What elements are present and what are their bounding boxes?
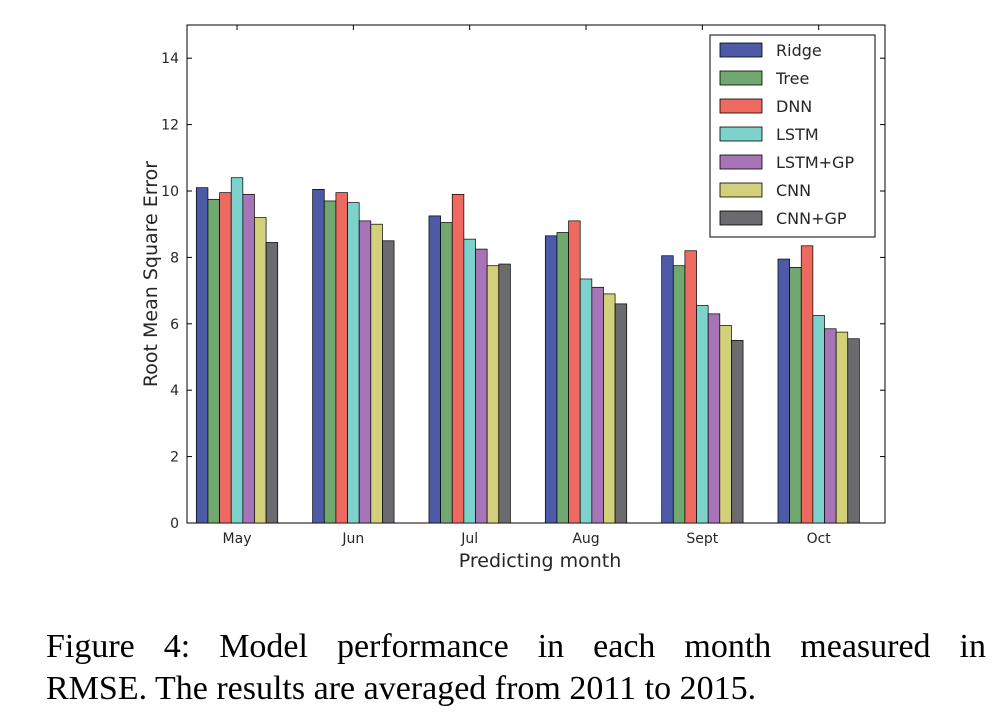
x-tick-label: Aug <box>572 531 599 547</box>
bar-ridge-jul <box>428 215 441 524</box>
rmse-bar-chart: 0 2 4 6 8 10 12 14 May Jun Jul Aug Sept Oct Predicti… <box>140 24 886 572</box>
bar-lstm-may <box>230 177 244 524</box>
bar-lstm-plus-gp-aug <box>591 286 604 524</box>
legend-label: LSTM+GP <box>776 153 854 172</box>
bar-cnn-plus-gp-sept <box>731 340 744 524</box>
bar-group <box>195 177 860 524</box>
bar-tree-sept <box>672 265 686 524</box>
y-axis-ticks: 0 2 4 6 8 10 12 14 <box>161 51 885 532</box>
bar-lstm-plus-gp-sept <box>707 313 721 524</box>
legend-frame <box>709 34 876 238</box>
y-tick-label: 8 <box>170 250 179 266</box>
legend-label: Ridge <box>776 41 822 60</box>
legend-label: CNN <box>776 181 811 200</box>
y-tick-label: 14 <box>161 51 179 67</box>
bar-ridge-jun <box>312 188 325 524</box>
y-tick-label: 2 <box>170 450 179 466</box>
bar-lstm-sept <box>696 305 709 524</box>
bar-cnn-plus-gp-aug <box>614 303 628 524</box>
y-tick-label: 10 <box>161 184 179 200</box>
legend-swatch <box>719 154 763 170</box>
bar-cnn-may <box>254 217 267 524</box>
y-tick-label: 0 <box>170 516 179 532</box>
bar-lstm-jun <box>347 202 360 524</box>
plot-frame <box>186 24 886 524</box>
legend: Ridge Tree DNN LSTM LSTM+GP CNN CNN+GP <box>709 34 876 238</box>
bar-lstm-oct <box>812 315 825 524</box>
legend-swatch <box>719 210 763 226</box>
bar-lstm-jul <box>463 238 476 524</box>
bar-lstm-plus-gp-jul <box>475 248 488 524</box>
figure-caption: Figure 4: Model performance in each mont… <box>46 626 986 710</box>
bar-tree-jun <box>323 200 337 524</box>
x-tick-label: May <box>223 531 252 547</box>
bar-cnn-sept <box>719 325 732 524</box>
bar-dnn-jul <box>451 193 465 524</box>
bar-cnn-jul <box>486 265 500 524</box>
bar-tree-may <box>207 198 220 524</box>
legend-label: LSTM <box>776 125 819 144</box>
bar-tree-jul <box>440 222 453 524</box>
bar-lstm-plus-gp-may <box>242 193 255 524</box>
bar-dnn-oct <box>800 245 814 524</box>
legend-label: DNN <box>776 97 812 116</box>
bar-ridge-sept <box>661 255 674 524</box>
bar-ridge-may <box>195 187 209 524</box>
x-axis-title: Predicting month <box>459 550 622 572</box>
legend-swatch <box>719 42 763 58</box>
y-tick-label: 4 <box>170 383 179 399</box>
bar-dnn-aug <box>568 220 581 524</box>
y-tick-label: 12 <box>161 118 179 134</box>
bar-dnn-may <box>219 192 232 524</box>
bar-lstm-plus-gp-oct <box>824 328 837 524</box>
bar-cnn-plus-gp-jun <box>382 240 395 524</box>
x-tick-label: Jun <box>341 531 364 547</box>
caption-line-1: Figure 4: Model performance in each mont… <box>46 628 986 665</box>
bar-cnn-plus-gp-may <box>265 242 279 524</box>
caption-line-2: RMSE. The results are averaged from 2011… <box>46 670 757 707</box>
bar-tree-aug <box>556 232 569 524</box>
bar-dnn-sept <box>684 250 697 524</box>
bar-tree-oct <box>789 267 802 524</box>
x-tick-label: Oct <box>807 531 832 547</box>
x-tick-label: Jul <box>460 531 478 547</box>
bar-dnn-jun <box>335 192 348 524</box>
x-tick-label: Sept <box>686 531 718 547</box>
bar-cnn-jun <box>370 223 383 524</box>
x-axis-ticks: May Jun Jul Aug Sept Oct <box>223 25 832 547</box>
legend-swatch <box>719 182 763 198</box>
legend-swatch <box>719 98 763 114</box>
bar-ridge-aug <box>544 235 558 524</box>
legend-label: CNN+GP <box>776 209 847 228</box>
bar-cnn-plus-gp-jul <box>498 263 511 524</box>
bar-cnn-oct <box>835 331 849 524</box>
legend-swatch <box>719 70 763 86</box>
bar-ridge-oct <box>777 258 790 524</box>
bar-cnn-aug <box>603 293 616 524</box>
legend-swatch <box>719 126 763 142</box>
bar-cnn-plus-gp-oct <box>847 338 860 524</box>
legend-label: Tree <box>775 69 809 88</box>
bar-lstm-plus-gp-jun <box>358 220 372 524</box>
bar-lstm-aug <box>579 278 593 524</box>
y-axis-title: Root Mean Square Error <box>140 161 162 387</box>
y-tick-label: 6 <box>170 317 179 333</box>
